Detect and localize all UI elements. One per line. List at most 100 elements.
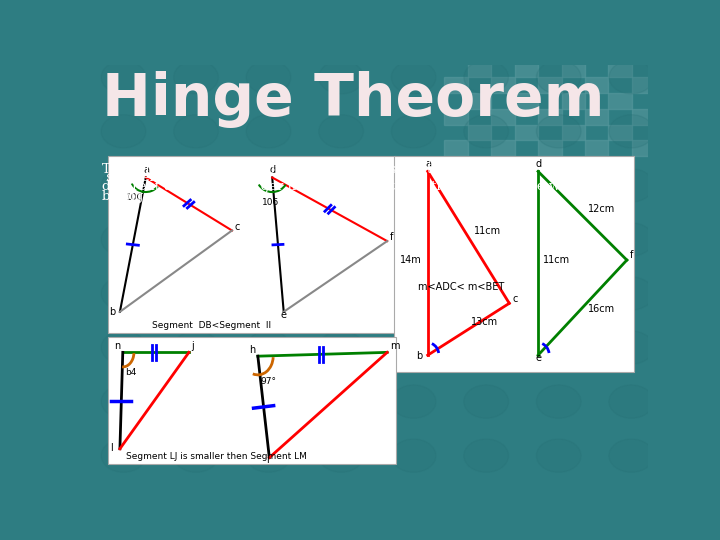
Text: Two triangles with two congruent segments but the 3: Two triangles with two congruent segment…	[102, 163, 462, 176]
Circle shape	[319, 277, 364, 310]
Circle shape	[174, 277, 218, 310]
Text: Segment LJ is smaller then Segment LM: Segment LJ is smaller then Segment LM	[126, 452, 307, 461]
Text: different and will be larger if the angle that is in the opposite side will: different and will be larger if the angl…	[102, 180, 573, 193]
Bar	[608, 125, 632, 140]
Circle shape	[246, 439, 291, 472]
Circle shape	[609, 60, 654, 94]
Circle shape	[101, 439, 145, 472]
Bar	[608, 30, 632, 46]
Text: f: f	[630, 251, 633, 260]
Circle shape	[174, 439, 218, 472]
Circle shape	[464, 60, 508, 94]
Bar	[538, 109, 562, 125]
Bar	[655, 62, 679, 77]
Circle shape	[392, 223, 436, 256]
Bar	[515, 62, 538, 77]
Text: m: m	[390, 341, 400, 351]
Circle shape	[609, 168, 654, 202]
Bar	[585, 140, 608, 156]
Circle shape	[536, 277, 581, 310]
Text: 11cm: 11cm	[474, 226, 501, 236]
Circle shape	[464, 385, 508, 418]
Circle shape	[392, 331, 436, 364]
Bar	[491, 77, 515, 93]
Text: n: n	[114, 341, 121, 351]
Text: d: d	[269, 165, 276, 176]
Circle shape	[464, 223, 508, 256]
Bar	[655, 125, 679, 140]
Bar	[538, 46, 562, 62]
Bar	[655, 30, 679, 46]
Circle shape	[464, 168, 508, 202]
Text: 100: 100	[126, 193, 143, 202]
Circle shape	[174, 385, 218, 418]
Text: d: d	[535, 159, 541, 169]
Bar	[444, 77, 468, 93]
Text: 16cm: 16cm	[588, 304, 615, 314]
Circle shape	[536, 168, 581, 202]
Circle shape	[392, 439, 436, 472]
Text: e: e	[535, 353, 541, 363]
Text: 11cm: 11cm	[543, 255, 570, 265]
Circle shape	[319, 439, 364, 472]
Circle shape	[609, 385, 654, 418]
Bar	[491, 46, 515, 62]
Bar	[585, 109, 608, 125]
Text: Segment  DB<Segment  II: Segment DB<Segment II	[151, 321, 271, 330]
Circle shape	[609, 114, 654, 148]
Circle shape	[536, 439, 581, 472]
Circle shape	[536, 331, 581, 364]
Circle shape	[392, 114, 436, 148]
Text: e: e	[281, 309, 287, 320]
Circle shape	[464, 114, 508, 148]
Circle shape	[464, 331, 508, 364]
Bar	[444, 46, 468, 62]
Circle shape	[319, 331, 364, 364]
Circle shape	[246, 277, 291, 310]
Circle shape	[101, 223, 145, 256]
Circle shape	[101, 385, 145, 418]
Circle shape	[536, 60, 581, 94]
Bar	[608, 62, 632, 77]
Circle shape	[174, 223, 218, 256]
Bar	[562, 30, 585, 46]
Circle shape	[609, 331, 654, 364]
Bar	[538, 77, 562, 93]
Text: a: a	[425, 159, 431, 169]
Circle shape	[464, 277, 508, 310]
FancyBboxPatch shape	[394, 156, 634, 373]
Bar	[632, 109, 655, 125]
Text: 13cm: 13cm	[472, 317, 498, 327]
Text: l: l	[110, 443, 112, 453]
Bar	[468, 62, 491, 77]
FancyBboxPatch shape	[109, 337, 396, 464]
Text: 106: 106	[262, 198, 279, 206]
Bar	[562, 93, 585, 109]
Circle shape	[536, 223, 581, 256]
Circle shape	[392, 60, 436, 94]
Bar	[585, 46, 608, 62]
Circle shape	[246, 331, 291, 364]
Circle shape	[319, 60, 364, 94]
Circle shape	[101, 277, 145, 310]
Text: b: b	[109, 307, 115, 317]
Circle shape	[392, 168, 436, 202]
Bar	[515, 93, 538, 109]
Text: 12cm: 12cm	[588, 204, 616, 214]
Circle shape	[246, 385, 291, 418]
FancyBboxPatch shape	[109, 156, 396, 333]
Circle shape	[246, 60, 291, 94]
Circle shape	[246, 168, 291, 202]
Text: c: c	[235, 221, 240, 232]
Bar	[491, 109, 515, 125]
Bar	[562, 62, 585, 77]
Circle shape	[536, 114, 581, 148]
Bar	[515, 30, 538, 46]
Circle shape	[174, 331, 218, 364]
Text: a: a	[143, 165, 149, 176]
Bar	[585, 77, 608, 93]
Circle shape	[101, 114, 145, 148]
Bar	[608, 93, 632, 109]
Circle shape	[392, 277, 436, 310]
Bar	[632, 140, 655, 156]
